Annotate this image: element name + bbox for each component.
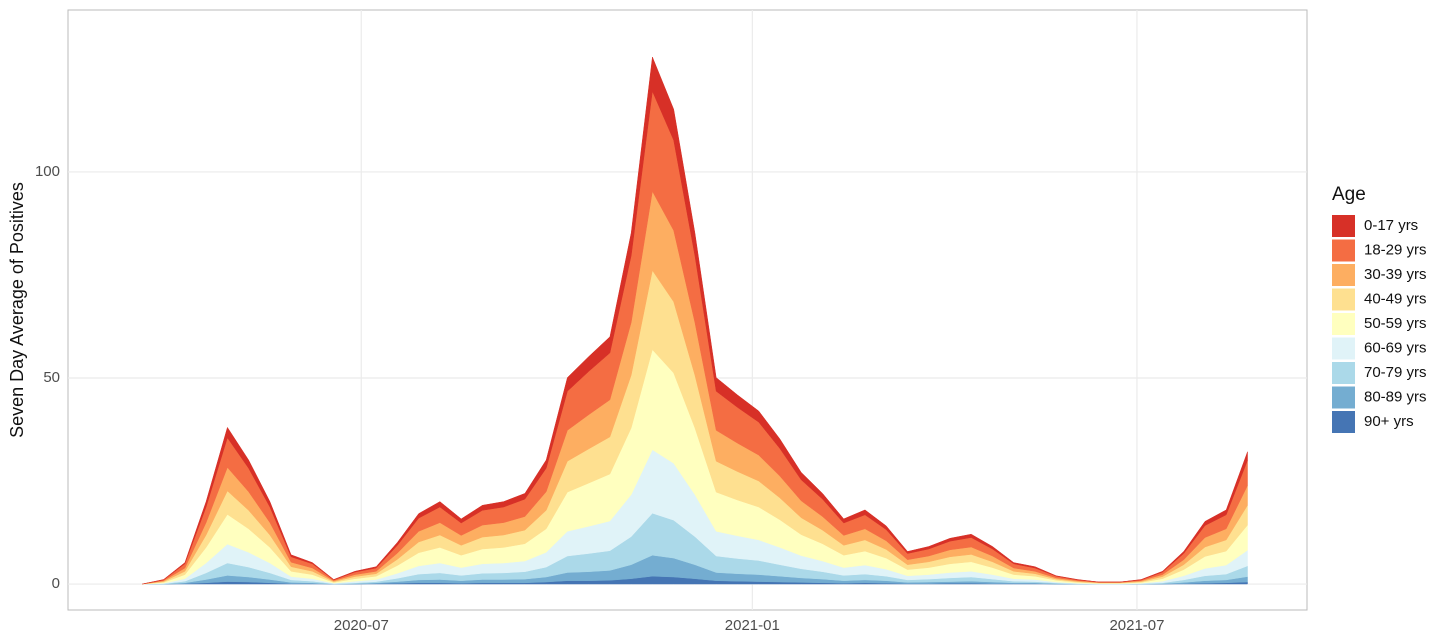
legend-swatch	[1332, 313, 1355, 335]
y-tick-label: 0	[52, 575, 60, 592]
legend-swatch	[1332, 411, 1355, 433]
legend-label: 80-89 yrs	[1364, 388, 1427, 405]
legend-swatch	[1332, 362, 1355, 384]
y-tick-label: 100	[35, 163, 60, 180]
legend-swatch	[1332, 215, 1355, 237]
x-tick-label: 2020-07	[334, 617, 389, 634]
legend-swatch	[1332, 239, 1355, 262]
x-tick-label: 2021-07	[1109, 617, 1164, 634]
legend-label: 70-79 yrs	[1364, 364, 1427, 381]
legend-label: 40-49 yrs	[1364, 290, 1427, 307]
legend-label: 50-59 yrs	[1364, 315, 1427, 332]
x-tick-label: 2021-01	[725, 617, 780, 634]
legend-swatch	[1332, 288, 1355, 311]
y-tick-label: 50	[43, 369, 60, 386]
y-axis-label: Seven Day Average of Positives	[7, 182, 27, 438]
legend-swatch	[1332, 337, 1355, 360]
legend-label: 90+ yrs	[1364, 413, 1414, 430]
legend-label: 30-39 yrs	[1364, 266, 1427, 283]
legend-title: Age	[1332, 184, 1366, 205]
legend-swatch	[1332, 386, 1355, 409]
legend-label: 18-29 yrs	[1364, 241, 1427, 258]
legend-label: 0-17 yrs	[1364, 217, 1418, 234]
legend-swatch	[1332, 264, 1355, 286]
legend-label: 60-69 yrs	[1364, 339, 1427, 356]
area	[142, 56, 1248, 585]
